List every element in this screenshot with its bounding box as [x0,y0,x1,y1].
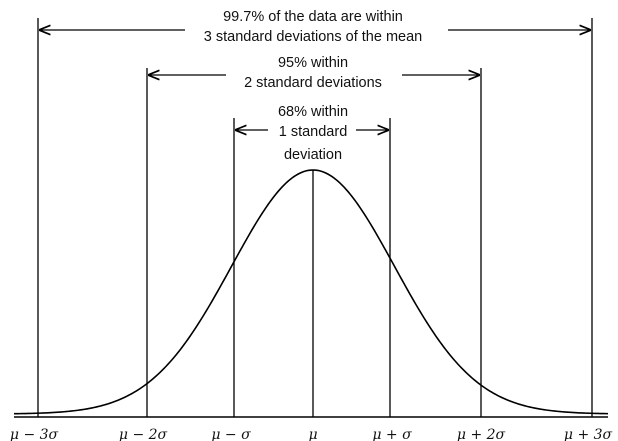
one-sigma-label-line3: deviation [284,147,342,163]
three-sigma-label-line2: 3 standard deviations of the mean [204,29,422,45]
axis-label-plus-3-sigma: μ + 3σ [564,427,613,441]
axis-label-plus-1-sigma: μ + σ [372,427,412,441]
one-sigma-label-line1: 68% within [278,104,348,120]
axis-label-mean: μ [308,427,317,441]
axis-label-minus-1-sigma: μ − σ [211,427,251,441]
two-sigma-label-line2: 2 standard deviations [244,75,382,91]
axis-label-minus-3-sigma: μ − 3σ [10,427,59,441]
three-sigma-label-line1: 99.7% of the data are within [223,9,403,25]
axis-label-plus-2-sigma: μ + 2σ [457,427,506,441]
one-sigma-label-line2: 1 standard [279,124,348,140]
bell-curve [13,169,609,415]
axis-label-minus-2-sigma: μ − 2σ [119,427,168,441]
two-sigma-label-line1: 95% within [278,55,348,71]
